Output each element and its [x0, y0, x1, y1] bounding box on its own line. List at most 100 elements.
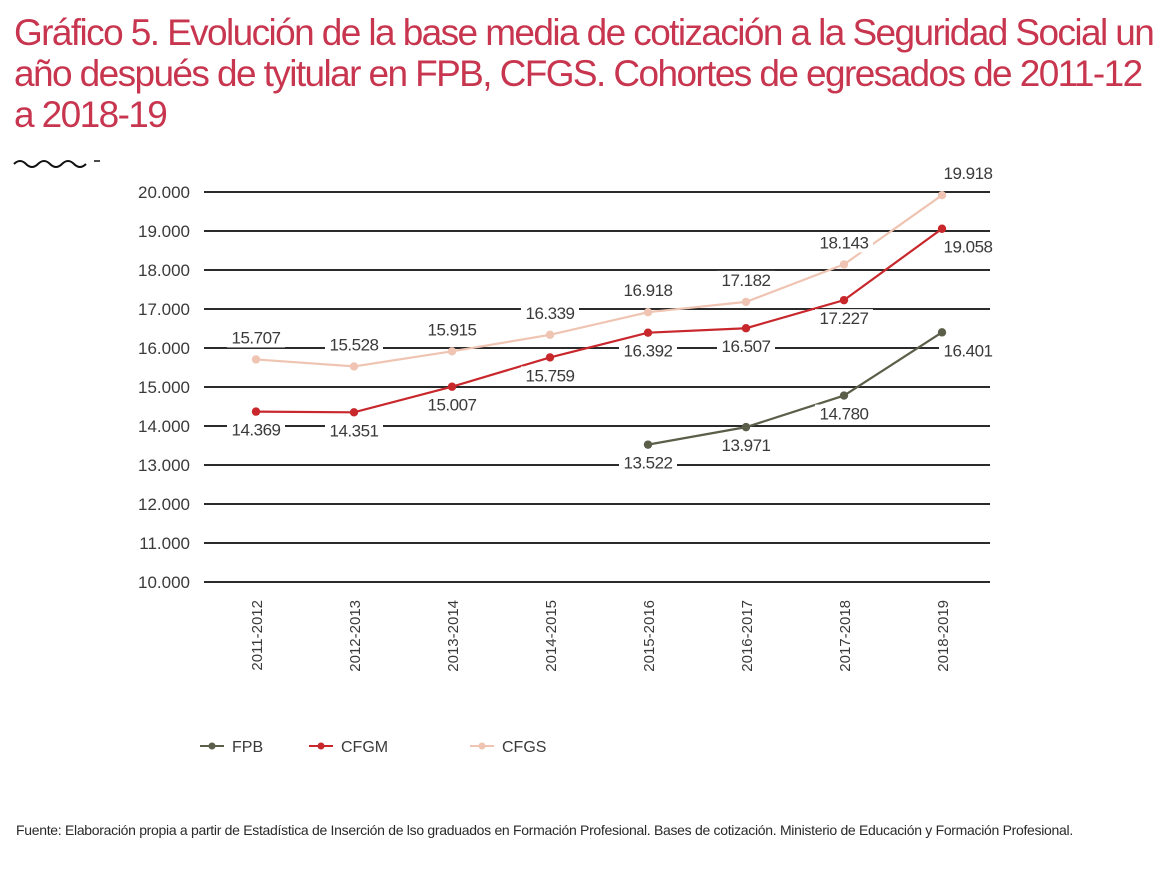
line-chart: 10.000 11.000 12.000 13.000 14.000 15.000 16.0…	[138, 164, 997, 756]
data-point-cfgs	[643, 307, 653, 317]
label-background	[815, 233, 873, 253]
data-label-text: 13.522	[624, 454, 673, 473]
data-label-text: 19.918	[944, 164, 993, 183]
data-label-cfgs: 17.182	[717, 270, 775, 290]
data-point-cfgm	[545, 353, 555, 362]
data-label-cfgs: 16.918	[619, 281, 677, 301]
legend-marker	[208, 742, 216, 750]
data-point-fpb	[839, 391, 849, 400]
x-tick-label: 2011-2012	[249, 600, 266, 671]
y-tick-label: 13.000	[138, 456, 190, 475]
data-label-text: 15.759	[526, 366, 575, 385]
data-point-cfgs	[349, 362, 359, 371]
data-point-cfgm	[741, 324, 751, 333]
legend: FPB CFGM CFGS	[200, 739, 546, 756]
label-background	[815, 309, 873, 329]
legend-item-fpb: FPB	[200, 739, 263, 756]
data-point-cfgm	[937, 224, 947, 233]
data-label-cfgs: 18.143	[815, 233, 873, 253]
gridlines	[204, 191, 990, 583]
y-tick-label: 15.000	[138, 378, 190, 397]
y-tick-label: 12.000	[138, 495, 190, 514]
series-line-cfgs	[255, 194, 943, 368]
data-label-text: 15.528	[330, 335, 379, 354]
data-label-text: 17.227	[820, 309, 869, 328]
label-background	[423, 395, 481, 415]
y-tick-label: 11.000	[139, 534, 190, 553]
y-tick-label: 10.000	[138, 573, 190, 592]
data-label-cfgm: 19.058	[939, 237, 997, 257]
data-labels: 13.522 13.971 14.780 16.401 14.369 14.351 15.0…	[227, 164, 997, 473]
label-background	[227, 328, 285, 348]
data-label-cfgs: 16.339	[521, 303, 579, 323]
data-label-cfgs: 15.707	[227, 328, 285, 348]
data-label-cfgs: 15.915	[423, 320, 481, 340]
data-label-cfgm: 16.507	[717, 337, 775, 357]
legend-marker	[317, 742, 325, 750]
label-background	[521, 366, 579, 386]
y-tick-label: 17.000	[138, 300, 190, 319]
legend-item-cfgs: CFGS	[470, 739, 546, 756]
y-tick-label: 14.000	[138, 417, 190, 436]
x-tick-label: 2012-2013	[347, 600, 364, 672]
label-background	[939, 237, 997, 257]
label-background	[939, 341, 997, 361]
data-label-text: 14.369	[232, 421, 281, 440]
label-background	[423, 320, 481, 340]
data-point-cfgm	[349, 408, 359, 417]
label-background	[619, 281, 677, 301]
data-label-cfgm: 15.007	[423, 395, 481, 415]
x-tick-label: 2015-2016	[641, 600, 658, 672]
data-point-cfgs	[545, 330, 555, 339]
y-tick-label: 20.000	[138, 183, 190, 202]
x-tick-label: 2014-2015	[543, 600, 560, 672]
data-label-fpb: 16.401	[939, 341, 997, 361]
data-label-text: 15.915	[428, 320, 477, 339]
data-label-cfgm: 14.369	[227, 420, 285, 440]
data-label-cfgm: 15.759	[521, 366, 579, 386]
data-point-fpb	[643, 440, 653, 449]
series-line-cfgm	[255, 227, 943, 414]
data-label-fpb: 13.522	[619, 453, 677, 473]
data-label-text: 16.507	[722, 337, 771, 356]
legend-label: CFGM	[341, 739, 388, 756]
squiggle-icon	[13, 160, 100, 168]
chart-title: Gráfico 5. Evolución de la base media de…	[14, 12, 1155, 135]
data-label-cfgm: 16.392	[619, 341, 677, 361]
data-point-fpb	[741, 422, 751, 432]
data-label-text: 16.918	[624, 281, 673, 300]
data-label-cfgs: 19.918	[939, 164, 997, 184]
label-background	[619, 341, 677, 361]
data-point-cfgm	[839, 295, 849, 305]
data-label-text: 14.780	[820, 405, 869, 424]
data-label-cfgs: 15.528	[325, 335, 383, 355]
data-label-text: 14.351	[330, 421, 379, 440]
data-point-cfgs	[447, 347, 457, 356]
legend-label: FPB	[232, 739, 263, 756]
label-background	[717, 436, 775, 456]
data-label-text: 18.143	[820, 233, 869, 252]
data-label-text: 15.707	[232, 328, 281, 347]
label-background	[325, 335, 383, 355]
data-label-cfgm: 17.227	[815, 309, 873, 329]
x-axis: 2011-2012 2012-2013 2013-2014 2014-2015 2015…	[249, 600, 952, 672]
label-background	[227, 420, 285, 440]
label-background	[325, 421, 383, 441]
label-background	[521, 303, 579, 323]
x-tick-label: 2013-2014	[445, 600, 462, 672]
label-background	[815, 404, 873, 424]
legend-marker	[478, 742, 486, 750]
data-point-cfgs	[741, 297, 751, 307]
x-tick-label: 2018-2019	[935, 600, 952, 672]
x-tick-label: 2017-2018	[837, 600, 854, 672]
label-background	[939, 164, 997, 184]
legend-item-cfgm: CFGM	[309, 739, 388, 756]
series-line-fpb	[647, 331, 943, 446]
label-background	[717, 270, 775, 290]
y-tick-label: 18.000	[138, 261, 190, 280]
y-tick-label: 19.000	[138, 222, 190, 241]
data-label-text: 17.182	[722, 271, 771, 290]
label-background	[619, 453, 677, 473]
y-axis: 10.000 11.000 12.000 13.000 14.000 15.000 16.0…	[138, 183, 190, 592]
label-background	[717, 337, 775, 357]
